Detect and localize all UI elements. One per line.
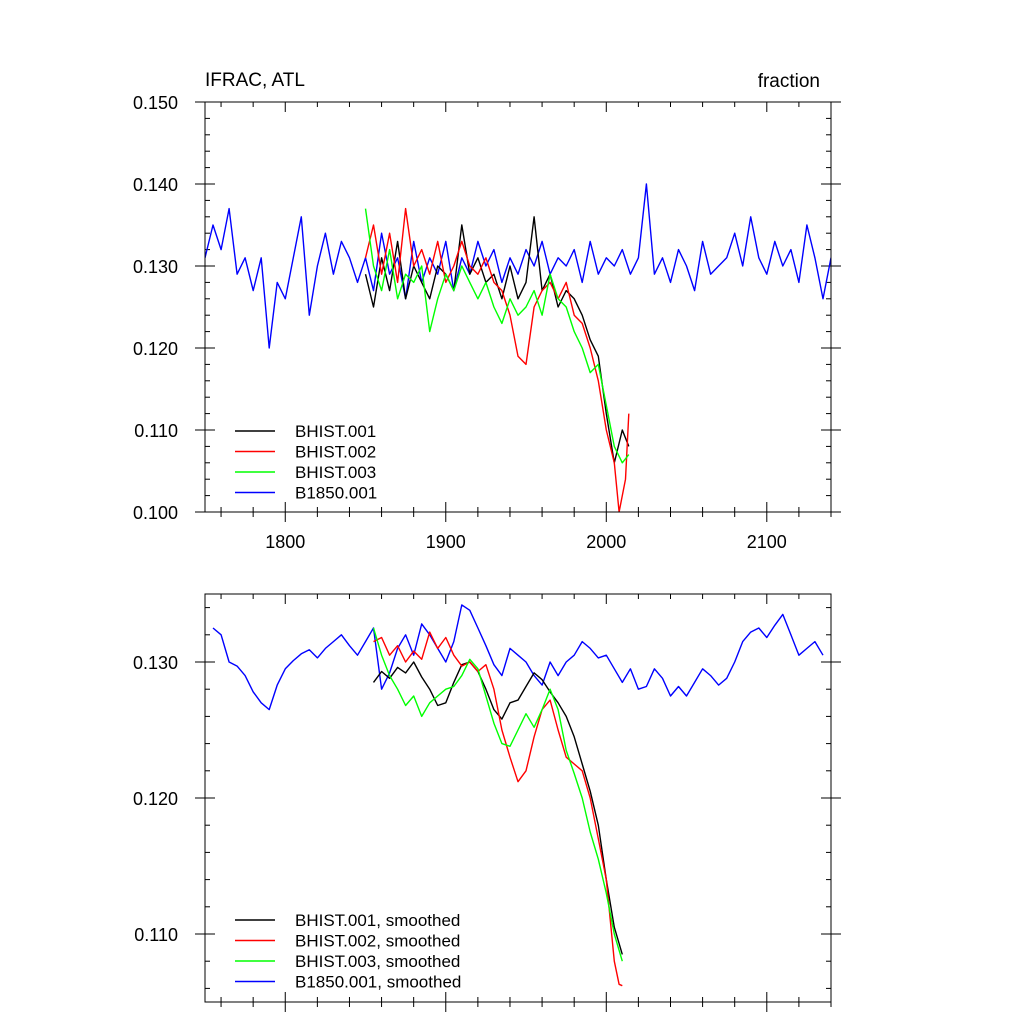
series-line-2 (364, 208, 630, 464)
legend-entry: BHIST.002 (295, 443, 376, 462)
plot-frame-top (204, 101, 832, 513)
series-line-0 (364, 216, 630, 464)
y-tick-label: 0.130 (133, 653, 178, 673)
y-tick-label: 0.110 (134, 421, 178, 441)
y-tick-label: 0.110 (134, 925, 178, 945)
legend-entry: BHIST.003, smoothed (295, 952, 460, 971)
units-label: fraction (758, 71, 820, 92)
axis-ticks-top: 1800 1900 2000 2100 0.100 0.110 0.120 0.130 0.14… (133, 93, 841, 552)
legend-entry: B1850.001 (295, 484, 377, 503)
plot-frame-bottom (204, 593, 832, 1003)
y-tick-label: 0.130 (133, 257, 178, 277)
chart-panel-top: IFRAC, ATL fraction 1800 1900 2000 2100 0.10… (133, 70, 841, 552)
series-line-3 (205, 183, 831, 349)
x-tick-label: 1900 (426, 532, 466, 552)
plot-lines-bottom (212, 604, 824, 987)
legend-entry: BHIST.003 (295, 463, 376, 482)
x-tick-label: 2100 (747, 532, 787, 552)
legend-entry: B1850.001, smoothed (295, 973, 461, 992)
plot-lines-top (205, 183, 831, 512)
y-tick-label: 0.140 (133, 175, 178, 195)
legend-entry: BHIST.001, smoothed (295, 911, 460, 930)
x-tick-label: 1800 (265, 532, 305, 552)
series-line-0 (372, 661, 623, 955)
series-line-1 (373, 631, 623, 987)
legend-bottom: BHIST.001, smoothed BHIST.002, smoothedBH… (235, 911, 461, 992)
y-tick-label: 0.150 (133, 93, 178, 113)
x-tick-label: 2000 (586, 532, 626, 552)
series-line-3 (212, 604, 824, 711)
chart-title: IFRAC, ATL (205, 70, 305, 91)
series-line-2 (372, 627, 623, 962)
legend-entry: BHIST.002, smoothed (295, 932, 460, 951)
y-tick-label: 0.100 (133, 503, 178, 523)
y-tick-label: 0.120 (133, 339, 178, 359)
legend-entry: BHIST.001 (295, 422, 376, 441)
series-line-1 (364, 207, 630, 512)
axis-ticks-bottom: 0.110 0.120 0.130 (133, 594, 841, 1012)
y-tick-label: 0.120 (133, 789, 178, 809)
